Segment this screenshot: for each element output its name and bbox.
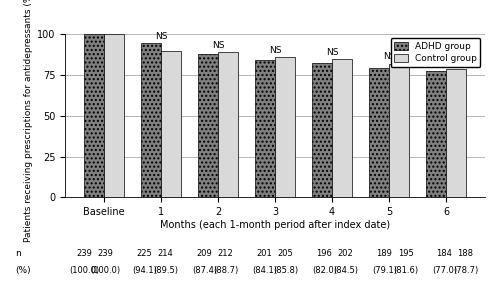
Text: NS: NS bbox=[155, 32, 168, 41]
Text: NS: NS bbox=[326, 48, 338, 57]
Text: (82.0): (82.0) bbox=[312, 266, 337, 275]
Text: NS: NS bbox=[440, 57, 452, 66]
Text: (94.1): (94.1) bbox=[132, 266, 157, 275]
Text: n: n bbox=[15, 249, 21, 258]
Text: 202: 202 bbox=[338, 249, 353, 258]
Text: 184: 184 bbox=[436, 249, 452, 258]
Legend: ADHD group, Control group: ADHD group, Control group bbox=[390, 38, 480, 67]
Bar bbox=[104, 34, 124, 197]
Text: (87.4): (87.4) bbox=[192, 266, 217, 275]
Bar bbox=[84, 34, 104, 197]
Bar bbox=[369, 68, 389, 197]
Text: NS: NS bbox=[382, 52, 395, 61]
Bar bbox=[218, 52, 238, 197]
Text: 225: 225 bbox=[136, 249, 152, 258]
Text: (78.7): (78.7) bbox=[453, 266, 478, 275]
Text: 188: 188 bbox=[458, 249, 473, 258]
Text: (79.1): (79.1) bbox=[372, 266, 397, 275]
Y-axis label: Patients receiving prescriptions for antidepressants (%): Patients receiving prescriptions for ant… bbox=[24, 0, 32, 242]
Text: NS: NS bbox=[212, 41, 224, 50]
Text: (89.5): (89.5) bbox=[153, 266, 178, 275]
Text: 239: 239 bbox=[76, 249, 92, 258]
Bar bbox=[312, 63, 332, 197]
Bar bbox=[332, 59, 352, 197]
Text: 212: 212 bbox=[218, 249, 234, 258]
Text: (84.1): (84.1) bbox=[252, 266, 277, 275]
Text: 209: 209 bbox=[196, 249, 212, 258]
Text: (81.6): (81.6) bbox=[393, 266, 418, 275]
Text: 239: 239 bbox=[98, 249, 114, 258]
Bar bbox=[161, 51, 181, 197]
Text: (84.5): (84.5) bbox=[333, 266, 358, 275]
X-axis label: Months (each 1-month period after index date): Months (each 1-month period after index … bbox=[160, 220, 390, 230]
Text: NS: NS bbox=[269, 46, 281, 55]
Text: (77.0): (77.0) bbox=[432, 266, 457, 275]
Bar bbox=[255, 60, 275, 197]
Text: 195: 195 bbox=[398, 249, 413, 258]
Bar bbox=[198, 54, 218, 197]
Bar bbox=[275, 57, 295, 197]
Text: 196: 196 bbox=[316, 249, 332, 258]
Text: 189: 189 bbox=[376, 249, 392, 258]
Text: (100.0): (100.0) bbox=[90, 266, 120, 275]
Bar bbox=[389, 64, 409, 197]
Text: (%): (%) bbox=[15, 266, 30, 275]
Text: 201: 201 bbox=[256, 249, 272, 258]
Text: (100.0): (100.0) bbox=[70, 266, 100, 275]
Bar bbox=[426, 71, 446, 197]
Bar bbox=[446, 69, 466, 197]
Bar bbox=[141, 43, 161, 197]
Text: (85.8): (85.8) bbox=[273, 266, 298, 275]
Text: 214: 214 bbox=[158, 249, 174, 258]
Text: 205: 205 bbox=[278, 249, 293, 258]
Text: (88.7): (88.7) bbox=[213, 266, 238, 275]
